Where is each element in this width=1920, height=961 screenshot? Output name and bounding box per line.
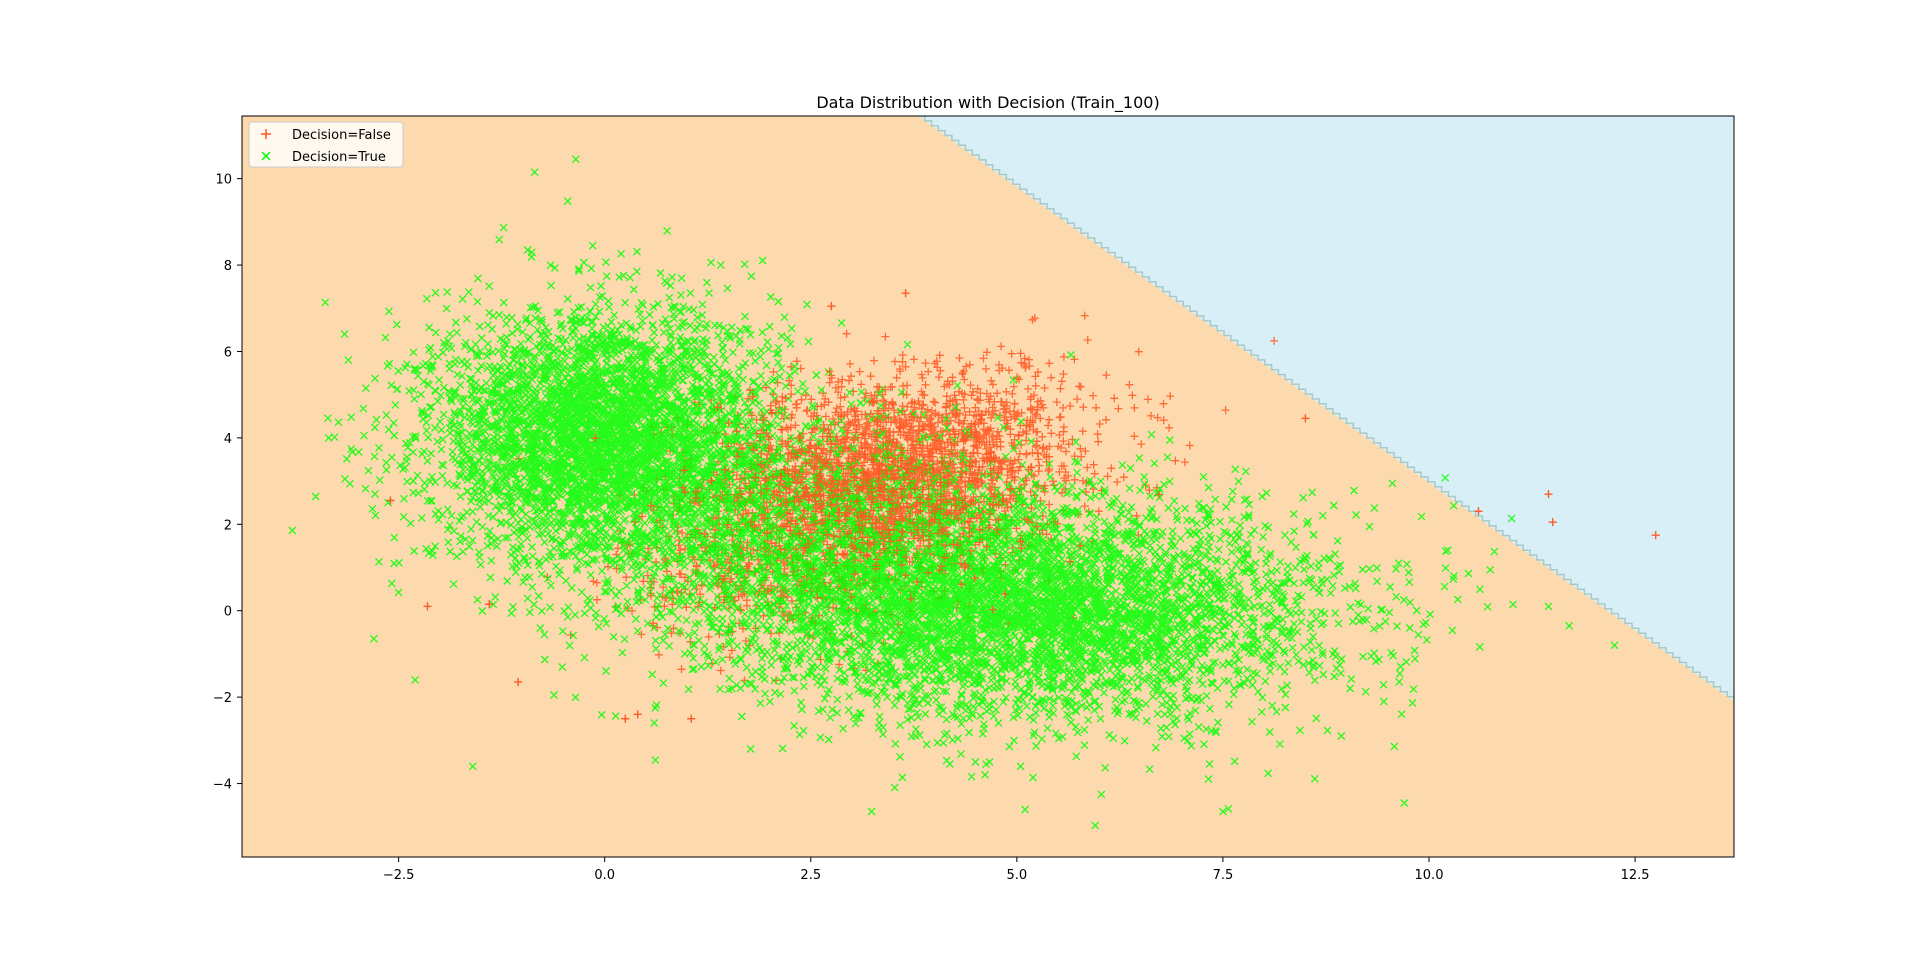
legend-marker-false [261, 129, 271, 139]
legend-marker-true [261, 151, 271, 161]
y-tick-label: 0 [224, 605, 232, 620]
chart-title: Data Distribution with Decision (Train_1… [816, 93, 1159, 113]
y-tick-label: 10 [215, 173, 232, 188]
x-tick-label: −2.5 [383, 868, 415, 883]
plot-frame [241, 115, 1735, 858]
series-decision-false-overlay [386, 289, 1660, 723]
y-tick-label: 6 [224, 345, 232, 360]
x-tick-label: 5.0 [1007, 868, 1028, 883]
series-points-path [386, 289, 1660, 723]
x-tick-label: 10.0 [1415, 868, 1444, 883]
x-tick-label: 0.0 [594, 868, 615, 883]
y-axis: −4 −2 0 2 4 6 8 10 [213, 173, 242, 793]
x-tick-label: 2.5 [800, 868, 821, 883]
legend: Decision=False Decision=True [248, 121, 404, 168]
legend-label-false: Decision=False [292, 128, 391, 143]
x-axis: −2.5 0.0 2.5 5.0 7.5 10.0 12.5 [383, 857, 1650, 883]
scatter-points [288, 155, 1660, 830]
y-tick-label: −2 [213, 691, 232, 706]
y-tick-label: 2 [224, 518, 232, 533]
decision-regions [242, 116, 1734, 857]
decision-boundary [917, 116, 1734, 702]
x-tick-label: 7.5 [1213, 868, 1234, 883]
legend-box [248, 121, 404, 168]
x-tick-label: 12.5 [1621, 868, 1650, 883]
y-tick-label: 4 [224, 432, 232, 447]
legend-label-true: Decision=True [292, 150, 386, 165]
y-tick-label: 8 [224, 259, 232, 274]
y-tick-label: −4 [213, 778, 232, 793]
